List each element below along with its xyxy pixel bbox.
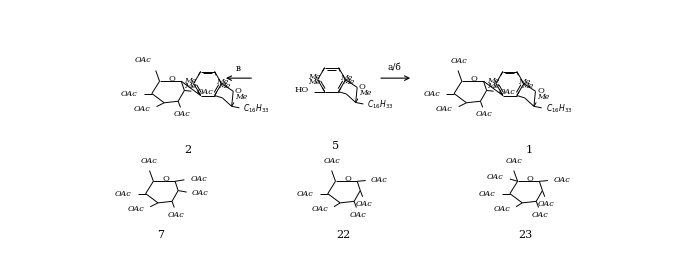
Text: a/б: a/б	[388, 64, 401, 73]
Text: O: O	[162, 175, 169, 183]
Text: O: O	[526, 175, 533, 183]
Text: Me: Me	[340, 74, 352, 82]
Text: 5: 5	[332, 141, 339, 151]
Text: OAc: OAc	[553, 176, 570, 184]
Text: OAc: OAc	[356, 200, 372, 208]
Text: Me: Me	[521, 82, 533, 90]
Text: 22: 22	[336, 230, 351, 240]
Text: OAc: OAc	[190, 175, 207, 183]
Text: OAc: OAc	[174, 110, 190, 119]
Text: Me: Me	[216, 78, 228, 86]
Text: OAc: OAc	[192, 189, 209, 197]
Text: OAc: OAc	[505, 157, 522, 165]
Text: OAc: OAc	[323, 157, 340, 165]
Text: 23: 23	[518, 230, 533, 240]
Text: OAc: OAc	[135, 56, 152, 64]
Text: OAc: OAc	[312, 205, 328, 213]
Text: OAc: OAc	[499, 88, 516, 96]
Text: OAc: OAc	[487, 174, 504, 181]
Text: OAc: OAc	[450, 57, 467, 65]
Text: OAc: OAc	[424, 90, 440, 98]
Text: OAc: OAc	[476, 110, 493, 119]
Text: Me: Me	[519, 78, 531, 86]
Text: $C_{16}H_{33}$: $C_{16}H_{33}$	[368, 98, 394, 111]
Text: $C_{16}H_{33}$: $C_{16}H_{33}$	[244, 102, 270, 115]
Text: O: O	[537, 87, 544, 95]
Text: Me: Me	[234, 93, 247, 101]
Text: OAc: OAc	[115, 190, 132, 198]
Text: 2: 2	[185, 145, 192, 155]
Text: в: в	[236, 64, 241, 73]
Text: Me: Me	[358, 89, 371, 97]
Text: Me: Me	[342, 78, 355, 86]
Text: $C_{16}H_{33}$: $C_{16}H_{33}$	[545, 102, 572, 115]
Text: OAc: OAc	[121, 90, 138, 98]
Text: Me: Me	[218, 82, 231, 90]
Text: OAc: OAc	[197, 88, 214, 96]
Text: Me: Me	[309, 78, 321, 86]
Text: OAc: OAc	[494, 205, 511, 213]
Text: Me: Me	[185, 82, 197, 90]
Text: O: O	[471, 75, 477, 83]
Text: OAc: OAc	[538, 200, 554, 208]
Text: OAc: OAc	[297, 190, 314, 198]
Text: HO: HO	[295, 86, 309, 94]
Text: 1: 1	[526, 145, 533, 155]
Text: O: O	[234, 87, 241, 95]
Text: O: O	[344, 175, 351, 183]
Text: Me: Me	[185, 77, 197, 85]
Text: OAc: OAc	[127, 205, 144, 213]
Text: Me: Me	[309, 73, 321, 81]
Text: OAc: OAc	[532, 211, 549, 218]
Text: Me: Me	[537, 93, 550, 101]
Text: OAc: OAc	[141, 157, 158, 165]
Text: Me: Me	[486, 77, 499, 85]
Text: OAc: OAc	[349, 211, 366, 218]
Text: O: O	[358, 83, 365, 92]
Text: OAc: OAc	[134, 105, 150, 113]
Text: Me: Me	[486, 82, 499, 90]
Text: O: O	[169, 75, 176, 83]
Text: OAc: OAc	[371, 176, 388, 184]
Text: OAc: OAc	[480, 190, 496, 198]
Text: OAc: OAc	[167, 211, 184, 218]
Text: OAc: OAc	[436, 105, 452, 113]
Text: 7: 7	[158, 230, 164, 240]
